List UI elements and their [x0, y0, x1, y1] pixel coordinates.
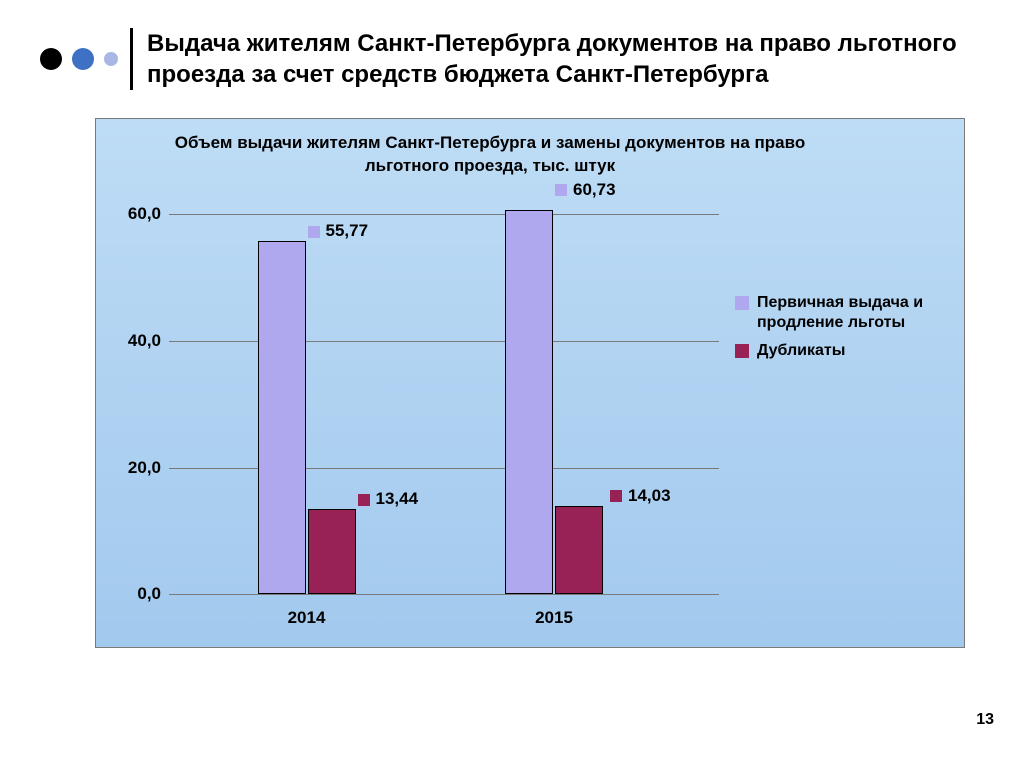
bullet-icon	[40, 48, 62, 70]
chart-bar	[555, 506, 603, 595]
y-axis-tick: 40,0	[128, 331, 169, 351]
title-divider	[130, 28, 133, 90]
label-swatch-icon	[555, 184, 567, 196]
chart-gridline	[169, 468, 719, 469]
bar-value-label: 14,03	[610, 486, 671, 506]
label-swatch-icon	[308, 226, 320, 238]
legend-item: Дубликаты	[735, 341, 955, 361]
bar-value-label: 13,44	[358, 489, 419, 509]
x-axis-tick: 2014	[288, 594, 326, 628]
chart-legend: Первичная выдача и продление льготы Дубли…	[735, 293, 955, 369]
y-axis-tick: 0,0	[137, 584, 169, 604]
chart: Объем выдачи жителям Санкт-Петербурга и …	[95, 118, 965, 648]
slide-title: Выдача жителям Санкт-Петербурга документ…	[147, 28, 984, 90]
x-axis-tick: 2015	[535, 594, 573, 628]
legend-item: Первичная выдача и продление льготы	[735, 293, 955, 333]
chart-bar	[258, 241, 306, 594]
chart-gridline	[169, 594, 719, 595]
chart-gridline	[169, 341, 719, 342]
page-number: 13	[976, 711, 994, 729]
bar-value-label: 55,77	[308, 221, 369, 241]
label-text: 60,73	[573, 180, 616, 199]
y-axis-tick: 60,0	[128, 204, 169, 224]
chart-bar	[308, 509, 356, 594]
label-text: 13,44	[376, 489, 419, 508]
slide-header: Выдача жителям Санкт-Петербурга документ…	[40, 28, 984, 90]
y-axis-tick: 20,0	[128, 458, 169, 478]
title-block: Выдача жителям Санкт-Петербурга документ…	[130, 28, 984, 90]
legend-label: Дубликаты	[757, 341, 845, 361]
legend-label: Первичная выдача и продление льготы	[757, 293, 955, 333]
bar-value-label: 60,73	[555, 180, 616, 200]
title-bullets	[40, 28, 118, 70]
chart-bar	[505, 210, 553, 595]
chart-plot-area: 0,020,040,060,055,7713,44201460,7314,032…	[169, 214, 719, 594]
legend-swatch-icon	[735, 344, 749, 358]
chart-gridline	[169, 214, 719, 215]
label-swatch-icon	[610, 490, 622, 502]
bullet-icon	[104, 52, 118, 66]
slide: Выдача жителям Санкт-Петербурга документ…	[0, 0, 1024, 767]
label-swatch-icon	[358, 494, 370, 506]
label-text: 14,03	[628, 486, 671, 505]
legend-swatch-icon	[735, 296, 749, 310]
chart-title: Объем выдачи жителям Санкт-Петербурга и …	[155, 132, 825, 178]
label-text: 55,77	[326, 221, 369, 240]
bullet-icon	[72, 48, 94, 70]
